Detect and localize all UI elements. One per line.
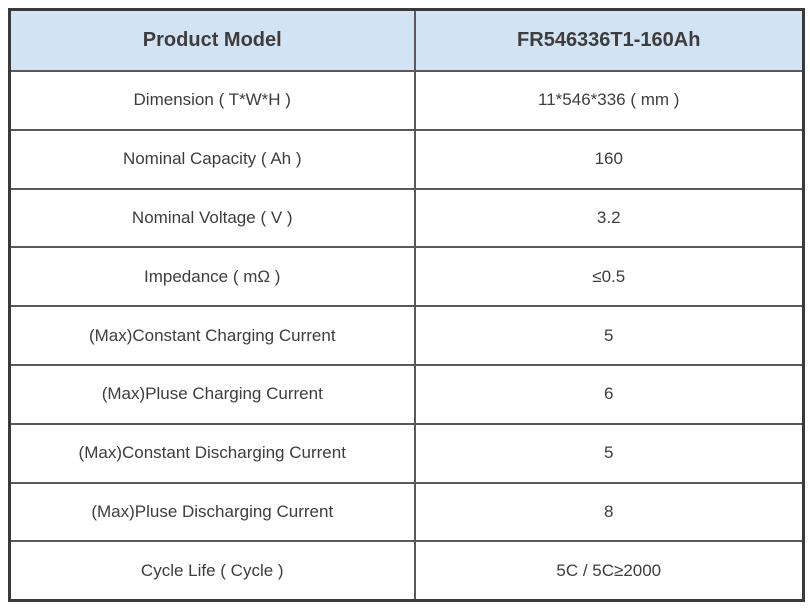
- spec-label: (Max)Pluse Charging Current: [8, 363, 416, 425]
- spec-label: (Max)Pluse Discharging Current: [8, 481, 416, 543]
- table-header-row: Product Model FR546336T1-160Ah: [8, 8, 805, 72]
- header-product-model-label: Product Model: [8, 8, 416, 72]
- spec-value: 160: [413, 128, 805, 190]
- spec-value: 8: [413, 481, 805, 543]
- spec-value: ≤0.5: [413, 246, 805, 308]
- header-model-number: FR546336T1-160Ah: [413, 8, 805, 72]
- spec-label: Dimension ( T*W*H ): [8, 70, 416, 131]
- spec-value: 6: [413, 363, 805, 425]
- table-row: Cycle Life ( Cycle ) 5C / 5C≥2000: [8, 540, 805, 602]
- table-row: Nominal Capacity ( Ah ) 160: [8, 128, 805, 190]
- spec-label: Nominal Capacity ( Ah ): [8, 128, 416, 190]
- table-row: (Max)Pluse Discharging Current 8: [8, 481, 805, 543]
- table-row: Dimension ( T*W*H ) 11*546*336 ( mm ): [8, 70, 805, 131]
- spec-label: (Max)Constant Discharging Current: [8, 422, 416, 484]
- table-row: (Max)Constant Charging Current 5: [8, 305, 805, 366]
- table-row: Impedance ( mΩ ) ≤0.5: [8, 246, 805, 308]
- spec-label: Impedance ( mΩ ): [8, 246, 416, 308]
- spec-value: 3.2: [413, 187, 805, 249]
- table-row: Nominal Voltage ( V ) 3.2: [8, 187, 805, 249]
- table-row: (Max)Pluse Charging Current 6: [8, 363, 805, 425]
- spec-label: Cycle Life ( Cycle ): [8, 540, 416, 602]
- spec-value: 5C / 5C≥2000: [413, 540, 805, 602]
- spec-value: 11*546*336 ( mm ): [413, 70, 805, 131]
- table-row: (Max)Constant Discharging Current 5: [8, 422, 805, 484]
- product-spec-table: Product Model FR546336T1-160Ah Dimension…: [8, 8, 805, 602]
- spec-label: Nominal Voltage ( V ): [8, 187, 416, 249]
- spec-value: 5: [413, 305, 805, 366]
- spec-value: 5: [413, 422, 805, 484]
- spec-label: (Max)Constant Charging Current: [8, 305, 416, 366]
